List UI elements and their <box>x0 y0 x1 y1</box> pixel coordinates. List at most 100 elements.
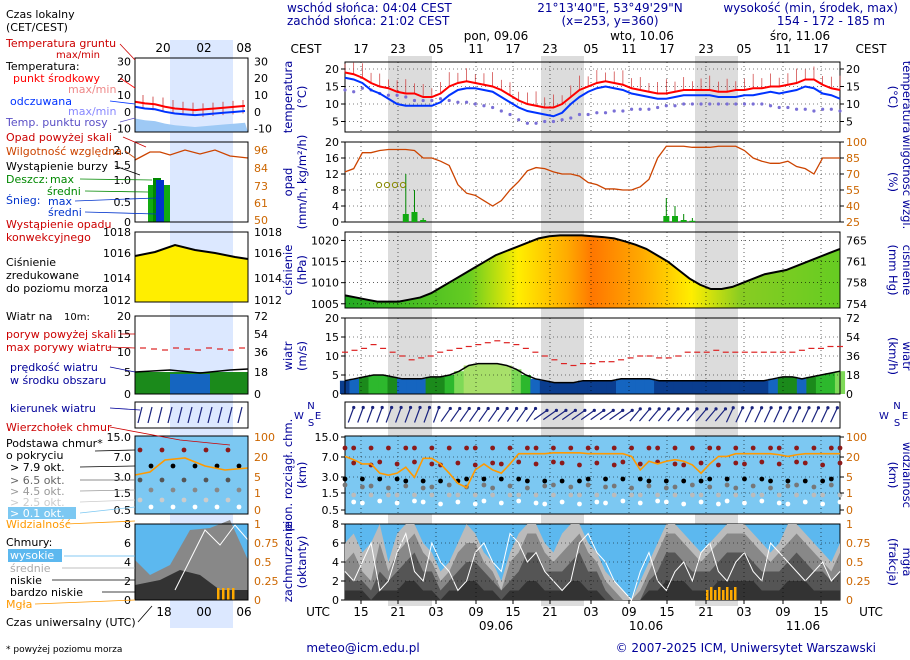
wind-kmh-label: 36 <box>846 350 860 363</box>
wind-direction-arrow <box>404 407 412 423</box>
cloud-base-dot <box>811 445 817 451</box>
utc-hour-tick: 09 <box>468 605 483 619</box>
wind-direction-head <box>583 408 587 413</box>
legend-temp-tick-r: 20 <box>254 72 268 85</box>
cloud-base-dot <box>368 445 374 451</box>
cloud-base-dot <box>681 462 687 468</box>
cloud-base-dot <box>594 460 600 466</box>
cest-hour-tick: 11 <box>468 42 483 56</box>
wind-direction-head <box>524 406 528 411</box>
cloud-base-dot <box>351 499 357 505</box>
legend-max-min-2: max/min <box>68 105 116 118</box>
cloud-base-dot <box>672 484 678 490</box>
dew-point-dot <box>508 112 512 117</box>
utc-hour-tick: 15 <box>659 605 674 619</box>
cloud-base-dot <box>611 462 617 468</box>
grid-text: (x=253, y=360) <box>561 14 658 28</box>
cloud-base-dot <box>455 460 461 466</box>
legend-fog-bar <box>222 588 225 600</box>
legend-wind-kmh: 72 <box>254 310 268 323</box>
dew-point-dot <box>491 105 495 110</box>
cloud-base-dot <box>698 499 704 505</box>
legend-precip-tick: 0 <box>124 216 131 229</box>
wind-direction-panel-frame <box>344 401 841 429</box>
legend-fog-bar <box>232 588 235 600</box>
legend-cloudbase-frame <box>134 435 249 515</box>
press-axis-unit-right: ciśnienie <box>900 245 910 296</box>
wind-direction-arrow <box>487 408 499 422</box>
cloud-base-panel-frame <box>344 435 841 515</box>
cloud-base-dot <box>568 445 574 451</box>
wind-kmh-label: 0 <box>846 388 853 401</box>
legend-precip-occurrence: Wystąpienie opadu <box>6 218 111 231</box>
dew-point-dot <box>673 104 677 108</box>
legend-cbase-dot <box>214 463 220 469</box>
cloud-base-dot <box>585 445 591 451</box>
cloud-base-dot <box>386 492 391 498</box>
dew-point-dot <box>430 98 434 103</box>
legend-pressure-tick: 1014 <box>103 272 131 285</box>
legend-vis-tick: 5 <box>254 471 261 484</box>
legend-storm: Wystąpienie burzy <box>6 160 108 173</box>
legend-cbase-dot <box>203 447 209 453</box>
cloud-base-dot <box>802 499 808 505</box>
wind-direction-head <box>778 406 783 410</box>
cest-hour-tick: 05 <box>736 42 751 56</box>
wind-direction-arrow <box>773 407 782 423</box>
legend-cloud-tick: 2 <box>124 575 131 588</box>
cest-hour-tick: 23 <box>390 42 405 56</box>
humidity-line <box>344 145 840 207</box>
wind-direction-arrow <box>450 408 461 422</box>
legend-pressure3: do poziomu morza <box>6 282 108 295</box>
wind-direction-head <box>564 408 568 413</box>
wind-speed-bar <box>825 373 836 394</box>
cloud-base-dot <box>568 492 574 498</box>
legend-snow-bar <box>156 180 164 222</box>
cloud-base-dot <box>698 460 704 466</box>
wind-direction-arrow <box>763 407 772 423</box>
dew-point-dot <box>760 102 764 106</box>
cloud-base-dot <box>646 483 652 489</box>
cloud-base-dot <box>577 462 582 468</box>
legend-local-time: Czas lokalny <box>6 8 75 21</box>
cest-hour-tick: 23 <box>542 42 557 56</box>
cloud-base-dot <box>698 492 704 498</box>
cloud-base-dot <box>403 445 409 451</box>
humidity-tick-label: 70 <box>846 168 860 181</box>
visibility-tick-label: 0 <box>846 504 853 517</box>
wind-speed-bar <box>701 380 712 394</box>
cloud-base-dot <box>551 459 556 465</box>
cloud-base-dot <box>351 460 357 466</box>
legend-wind-tick: 5 <box>124 366 131 379</box>
cloud-base-dot <box>637 500 643 506</box>
temp-axis-label-right: (°C) <box>886 86 900 109</box>
utc-hour-tick: 21 <box>390 605 405 619</box>
cbase-axis-label: pion. rozciągł. chm. <box>281 419 295 532</box>
cloud-base-dot <box>351 492 357 498</box>
cloud-base-dot <box>490 445 496 451</box>
cest-hour-tick: 23 <box>698 42 713 56</box>
dew-point-dot <box>629 107 634 111</box>
wind-direction-head <box>545 408 549 413</box>
cloud-base-dot <box>420 499 426 505</box>
legend-leader-line <box>79 178 153 181</box>
wind-direction-head <box>611 408 615 413</box>
wind-direction-arrow <box>667 408 679 422</box>
cloud-base-dot <box>359 500 365 506</box>
legend-cbase-dot <box>214 504 220 510</box>
wind-direction-head <box>731 406 735 410</box>
cloud-base-dot <box>820 501 826 507</box>
wind-speed-bar <box>397 378 408 394</box>
legend-oct45: > 4.5 okt. <box>10 485 65 498</box>
wind-speed-bar <box>596 380 608 394</box>
cloud-base-dot <box>577 501 582 507</box>
wind-direction-head <box>686 407 690 411</box>
temp-perceived-line <box>344 76 841 118</box>
legend-gusts: max porywy wiatru <box>6 341 112 354</box>
legend-leader-line <box>94 449 136 452</box>
fog-bar <box>734 587 737 600</box>
cloud-base-dot <box>785 501 791 507</box>
cloud-axis-label: zachmurzenie <box>281 522 295 603</box>
cloud-base-dot <box>490 460 496 466</box>
legend-humidity-tick: 73 <box>254 180 268 193</box>
